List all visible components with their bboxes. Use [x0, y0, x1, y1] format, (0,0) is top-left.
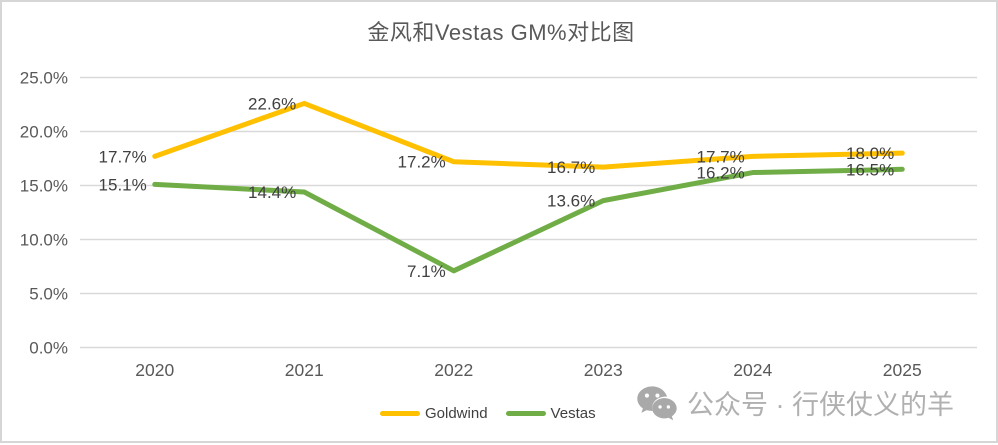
- watermark: 公众号 · 行侠仗义的羊: [636, 383, 954, 422]
- goldwind-data-label: 17.7%: [697, 147, 745, 166]
- goldwind-line: [152, 100, 905, 170]
- legend-item-goldwind: Goldwind: [380, 405, 488, 422]
- goldwind-data-label: 22.6%: [248, 94, 296, 113]
- watermark-text: 公众号 · 行侠仗义的羊: [687, 390, 954, 420]
- y-axis-tick-label: 0.0%: [29, 339, 68, 358]
- vestas-data-label: 15.1%: [99, 175, 147, 194]
- goldwind-data-label: 17.2%: [398, 153, 446, 172]
- vestas-data-label: 16.5%: [846, 160, 894, 179]
- wechat-icon: [637, 385, 677, 420]
- legend: Goldwind Vestas: [380, 405, 596, 422]
- x-axis-tick-label: 2025: [883, 360, 922, 380]
- legend-item-vestas: Vestas: [505, 405, 596, 422]
- legend-label-goldwind: Goldwind: [425, 405, 488, 422]
- vestas-data-label: 14.4%: [248, 183, 296, 202]
- vestas-line: [152, 166, 905, 274]
- x-axis-tick-label: 2023: [584, 360, 623, 380]
- goldwind-data-label: 17.7%: [99, 147, 147, 166]
- legend-label-vestas: Vestas: [550, 405, 596, 422]
- goldwind-data-label: 18.0%: [846, 144, 894, 163]
- y-axis-tick-label: 25.0%: [20, 69, 68, 88]
- y-axis-tick-label: 10.0%: [20, 231, 68, 250]
- x-axis-tick-label: 2021: [285, 360, 324, 380]
- goldwind-data-label: 16.7%: [547, 158, 595, 177]
- x-axis-tick-label: 2022: [434, 360, 473, 380]
- vestas-data-label: 16.2%: [697, 164, 745, 183]
- vestas-line-swatch: [505, 411, 546, 416]
- x-axis-tick-label: 2024: [733, 360, 772, 380]
- y-axis-tick-label: 15.0%: [20, 177, 68, 196]
- vestas-data-label: 7.1%: [407, 262, 446, 281]
- goldwind-line-swatch: [380, 411, 420, 416]
- vestas-data-label: 13.6%: [547, 192, 595, 211]
- y-axis-tick-label: 20.0%: [20, 123, 68, 142]
- chart-title: 金风和Vestas GM%对比图: [367, 20, 635, 45]
- y-axis-tick-label: 5.0%: [29, 285, 68, 304]
- x-axis-tick-label: 2020: [135, 360, 174, 380]
